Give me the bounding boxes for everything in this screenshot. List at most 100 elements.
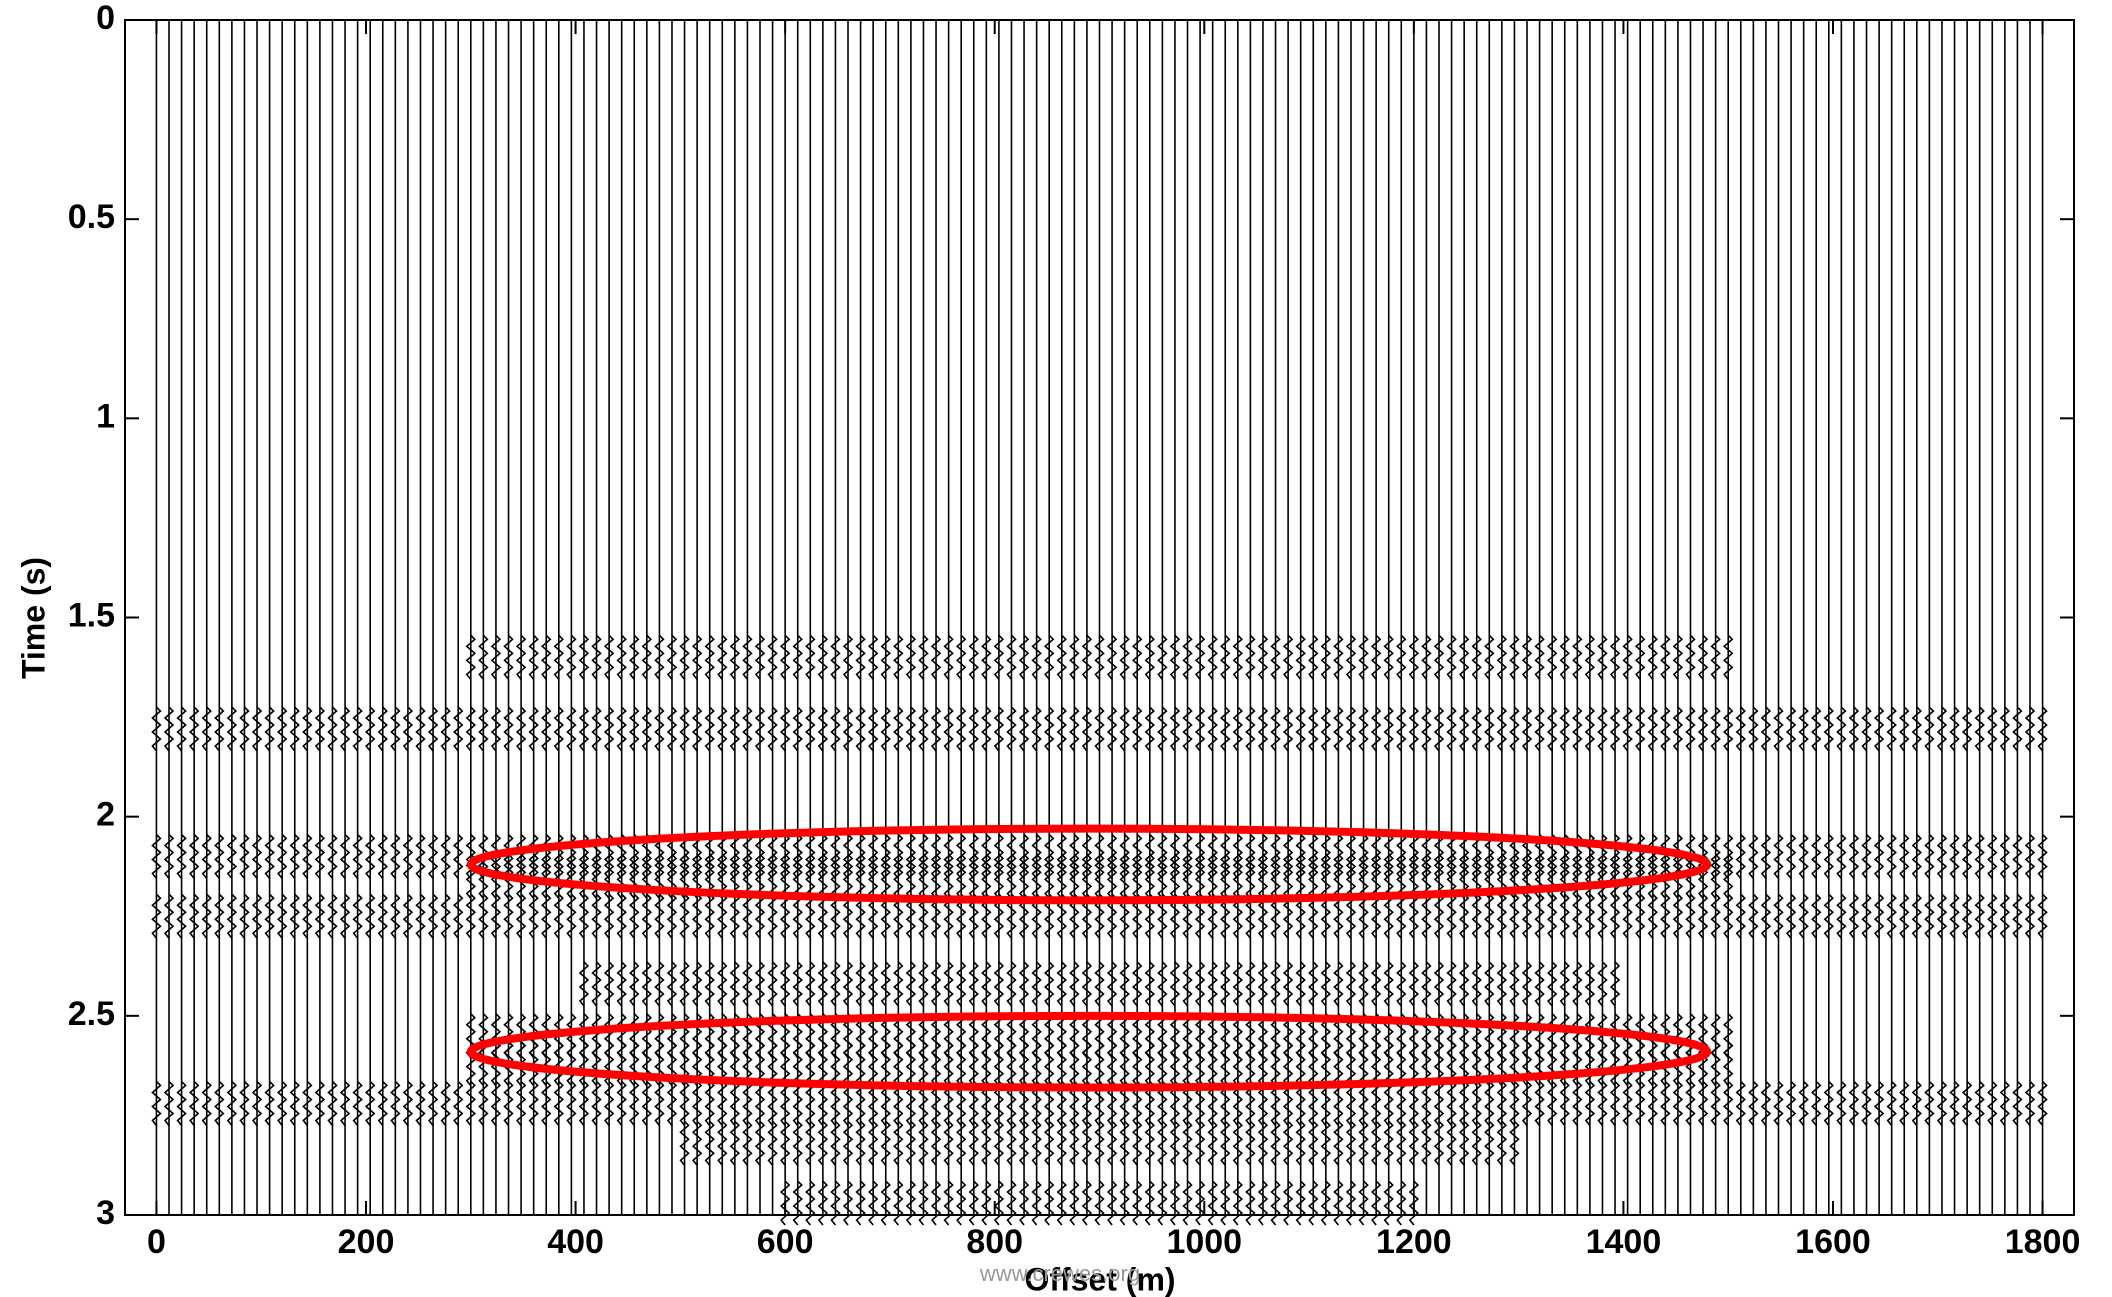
wiggle-event [880, 1120, 891, 1166]
wiggle-event [1081, 634, 1093, 680]
wiggle-event [1647, 1080, 1658, 1126]
wiggle-event [1169, 833, 1181, 879]
wiggle-event [1785, 1080, 1797, 1126]
wiggle-event [1345, 853, 1357, 899]
wiggle-event [1358, 853, 1369, 899]
wiggle-event [503, 1080, 514, 1126]
wiggle-event [201, 706, 212, 752]
wiggle-event [616, 706, 627, 752]
wiggle-event [1961, 833, 1973, 879]
wiggle-event [1370, 1120, 1382, 1166]
wiggle-event [1207, 1120, 1218, 1166]
wiggle-event [1584, 961, 1596, 1007]
wiggle-event [993, 634, 1005, 680]
wiggle-event [1546, 706, 1558, 752]
wiggle-event [1194, 634, 1206, 680]
wiggle-event [1232, 833, 1244, 879]
wiggle-event [1949, 893, 1960, 939]
wiggle-event [201, 1080, 212, 1126]
wiggle-event [1408, 893, 1420, 939]
wiggle-event [968, 1120, 979, 1166]
wiggle-event [1672, 634, 1684, 680]
wiggle-event [402, 1080, 414, 1126]
wiggle-event [830, 706, 841, 752]
wiggle-event [1270, 1180, 1281, 1226]
wiggle-event [1031, 833, 1042, 879]
wiggle-event [1961, 706, 1973, 752]
wiggle-event [1333, 634, 1344, 680]
wiggle-event [1257, 1041, 1269, 1087]
wiggle-event [918, 1120, 929, 1166]
wiggle-event [1446, 634, 1457, 680]
wiggle-event [1534, 706, 1545, 752]
wiggle-event [2037, 893, 2048, 939]
wiggle-event [553, 853, 565, 899]
wiggle-event [1270, 833, 1281, 879]
wiggle-event [754, 706, 766, 752]
wiggle-event [1634, 634, 1646, 680]
wiggle-event [855, 706, 866, 752]
wiggle-event [855, 1041, 866, 1087]
wiggle-event [453, 706, 464, 752]
wiggle-event [1622, 833, 1633, 879]
wiggle-event [1974, 706, 1985, 752]
wiggle-event [1634, 833, 1646, 879]
wiggle-event [968, 961, 979, 1007]
wiggle-event [1370, 1180, 1382, 1226]
wiggle-event [1534, 893, 1545, 939]
wiggle-event [578, 1080, 590, 1126]
wiggle-event [1735, 1080, 1746, 1126]
wiggle-event [1496, 961, 1508, 1007]
wiggle-event [1194, 853, 1206, 899]
wiggle-event [163, 706, 175, 752]
wiggle-event [1182, 853, 1193, 899]
wiggle-event [1949, 706, 1960, 752]
wiggle-event [742, 961, 753, 1007]
wiggle-event [226, 833, 238, 879]
wiggle-event [1534, 961, 1545, 1007]
wiggle-event [905, 853, 917, 899]
wiggle-event [1094, 1180, 1105, 1226]
wiggle-event [1785, 893, 1797, 939]
wiggle-event [566, 634, 577, 680]
wiggle-event [1458, 961, 1470, 1007]
wiggle-event [1069, 1120, 1080, 1166]
wiggle-event [1081, 961, 1093, 1007]
wiggle-event [1773, 1080, 1784, 1126]
wiggle-event [968, 853, 979, 899]
wiggle-event [1433, 634, 1445, 680]
wiggle-event [528, 634, 539, 680]
wiggle-event [1295, 1120, 1306, 1166]
wiggle-event [490, 1080, 502, 1126]
wiggle-event [2037, 1080, 2048, 1126]
wiggle-event [1308, 1120, 1319, 1166]
wiggle-event [1207, 1180, 1218, 1226]
wiggle-event [981, 853, 992, 899]
wiggle-event [201, 833, 212, 879]
wiggle-event [1320, 961, 1332, 1007]
wiggle-event [1220, 853, 1231, 899]
wiggle-event [289, 1080, 300, 1126]
wiggle-event [943, 1180, 954, 1226]
x-tick-label: 1000 [1166, 1223, 1242, 1261]
wiggle-event [1987, 893, 1998, 939]
wiggle-event [1609, 853, 1621, 899]
wiggle-event [842, 1180, 854, 1226]
wiggle-event [226, 706, 238, 752]
wiggle-event [1433, 1120, 1445, 1166]
wiggle-event [981, 706, 992, 752]
wiggle-event [1458, 893, 1470, 939]
wiggle-event [1647, 634, 1658, 680]
wiggle-event [276, 893, 288, 939]
wiggle-event [1848, 893, 1860, 939]
wiggle-event [1031, 634, 1042, 680]
wiggle-event [1634, 1080, 1646, 1126]
wiggle-event [1295, 961, 1306, 1007]
wiggle-event [855, 1180, 866, 1226]
wiggle-event [1245, 1180, 1256, 1226]
wiggle-event [1521, 1080, 1533, 1126]
wiggle-event [1333, 1120, 1344, 1166]
wiggle-event [1735, 833, 1746, 879]
wiggle-event [503, 893, 514, 939]
wiggle-event [1358, 961, 1369, 1007]
